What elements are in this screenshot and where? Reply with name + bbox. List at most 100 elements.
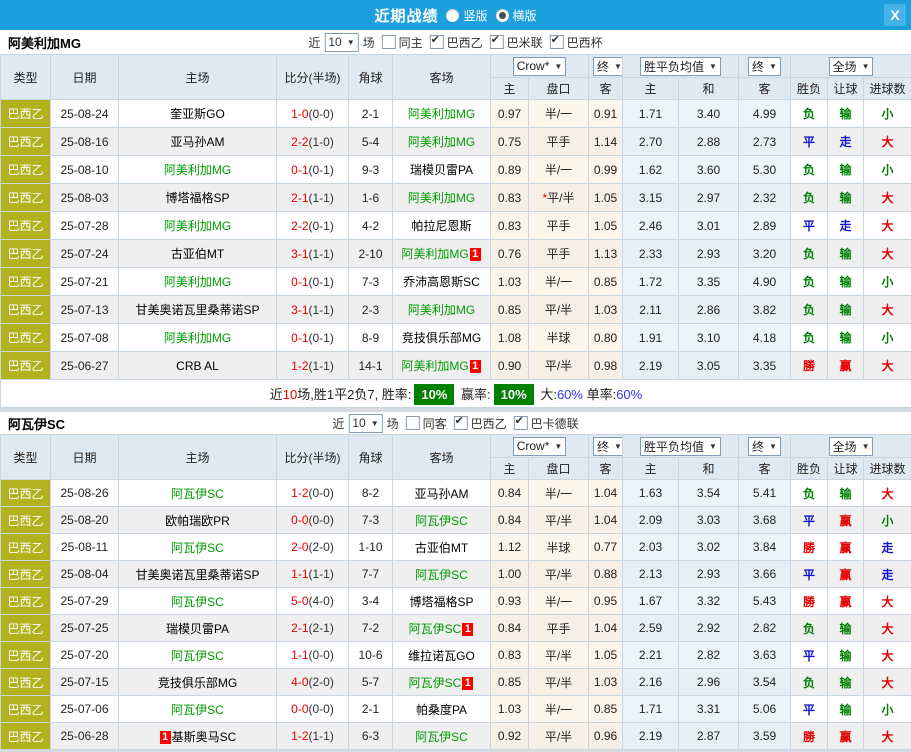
odds-company-select[interactable]: Crow* ▼	[512, 56, 567, 76]
table-row: 巴西乙 25-08-04 甘美奥诺瓦里桑蒂诺SP 1-1(1-1) 7-7 阿瓦伊SC 1.…	[0, 560, 911, 588]
home-team-cell: 博塔福格SP	[118, 183, 277, 212]
league-cell: 巴西乙	[0, 267, 51, 296]
table-row: 巴西乙 25-07-21 阿美利加MG 0-1(0-1) 7-3 乔沛高恩斯SC 1.03 半…	[0, 267, 911, 296]
table-row: 巴西乙 25-07-24 古亚伯MT 3-1(1-1) 2-10 阿美利加MG 1 0.76 平…	[0, 239, 911, 268]
close-icon[interactable]: X	[884, 4, 906, 26]
column-header: 比分(半场)	[276, 434, 349, 480]
home-team-cell: 阿瓦伊SC	[118, 533, 277, 561]
table-row: 巴西乙 25-08-11 阿瓦伊SC 2-0(2-0) 1-10 古亚伯MT 1.12 半球 0…	[0, 533, 911, 561]
league-label: 巴西杯	[566, 35, 603, 50]
result-cell: 负	[790, 99, 828, 128]
summary-text: 60%	[616, 387, 643, 402]
corner-cell: 2-1	[348, 695, 393, 723]
date-cell: 25-07-21	[50, 267, 119, 296]
odds-away-cell: 0.85	[588, 695, 623, 723]
league-cell: 巴西乙	[0, 641, 51, 669]
away-team-cell: 瑞模贝雷PA	[392, 155, 491, 184]
table-row: 巴西乙 25-06-28 1 基斯奥马SC 1-2(1-1) 6-3 阿瓦伊SC 0.92 平/…	[0, 722, 911, 750]
odds-company-select[interactable]: Crow* ▼	[512, 436, 567, 456]
final-avg-select[interactable]: 终 ▼	[748, 56, 781, 76]
recent-count-select[interactable]: 10 ▼	[324, 32, 359, 52]
fulltime-select[interactable]: 全场 ▼	[828, 56, 874, 76]
date-cell: 25-08-04	[50, 560, 119, 588]
final-odds-select[interactable]: 终 ▼	[593, 56, 622, 76]
team-name: 阿瓦伊SC	[171, 594, 224, 609]
avg-away-cell: 3.82	[738, 295, 791, 324]
table-row: 巴西乙 25-08-03 博塔福格SP 2-1(1-1) 1-6 阿美利加MG 0.83 *平…	[0, 183, 911, 212]
team-name: 阿瓦伊SC	[171, 702, 224, 717]
red-card-badge: 1	[159, 730, 171, 744]
layout-vertical-radio[interactable]	[446, 8, 460, 22]
odds-home-cell: 1.03	[490, 267, 529, 296]
odds-away-cell: 1.14	[588, 127, 623, 156]
column-header: 主	[622, 77, 679, 100]
layout-horizontal-radio[interactable]	[495, 8, 509, 22]
column-header: 日期	[50, 54, 119, 100]
handicap-result-cell: 赢	[827, 351, 864, 380]
layout-horizontal-label[interactable]: 横版	[512, 8, 537, 23]
avg-draw-cell: 2.97	[678, 183, 739, 212]
odds-away-cell: 0.80	[588, 323, 623, 352]
avg-draw-cell: 3.32	[678, 587, 739, 615]
column-header: 客	[738, 77, 791, 100]
column-header: 类型	[0, 434, 51, 480]
team-name: 阿美利加MG	[407, 303, 476, 317]
home-team-cell: 阿美利加MG	[118, 155, 277, 184]
goals-cell: 小	[862, 99, 911, 128]
near-label: 近	[308, 35, 321, 50]
avg-away-cell: 5.30	[738, 155, 791, 184]
chevron-down-icon: ▼	[769, 441, 777, 451]
same-venue-checkbox[interactable]	[381, 35, 396, 49]
score-cell: 4-0(2-0)	[276, 668, 349, 696]
goals-cell: 大	[862, 351, 911, 380]
score-cell: 1-1(0-0)	[276, 641, 349, 669]
corner-cell: 8-2	[348, 479, 393, 507]
corner-cell: 7-7	[348, 560, 393, 588]
league-checkbox-cup[interactable]	[549, 33, 564, 49]
date-cell: 25-08-03	[50, 183, 119, 212]
column-header: 客场	[392, 54, 491, 100]
league-checkbox-serie-b[interactable]	[429, 33, 444, 49]
league-cell: 巴西乙	[0, 127, 51, 156]
league-checkbox-serie-b[interactable]	[453, 414, 468, 430]
avg-odds-select[interactable]: 胜平负均值 ▼	[640, 56, 721, 76]
odds-home-cell: 0.97	[490, 99, 529, 128]
win-rate-badge: 10%	[414, 384, 455, 405]
score-cell: 2-0(2-0)	[276, 533, 349, 561]
layout-vertical-label[interactable]: 竖版	[463, 8, 488, 23]
odds-home-cell: 0.92	[490, 722, 529, 750]
chevron-down-icon: ▼	[614, 441, 622, 451]
avg-draw-cell: 2.88	[678, 127, 739, 156]
result-cell: 勝	[790, 351, 828, 380]
final-avg-select[interactable]: 终 ▼	[748, 436, 781, 456]
goals-cell: 大	[862, 668, 911, 696]
corner-cell: 4-2	[348, 211, 393, 240]
team-name: 博塔福格SP	[409, 594, 474, 609]
summary-text: 单率:	[582, 387, 617, 402]
score-cell: 5-0(4-0)	[276, 587, 349, 615]
table-row: 巴西乙 25-08-20 欧帕瑞欧PR 0-0(0-0) 7-3 阿瓦伊SC 0.84 平/半…	[0, 506, 911, 534]
handicap-cell: 平/半	[528, 668, 589, 696]
league-checkbox-mineiro[interactable]	[489, 33, 504, 49]
date-cell: 25-06-28	[50, 722, 119, 750]
league-checkbox-catarinense[interactable]	[513, 414, 528, 430]
final-odds-select[interactable]: 终 ▼	[593, 436, 622, 456]
odds-home-cell: 0.85	[490, 295, 529, 324]
team-name: 阿美利加MG	[401, 359, 469, 373]
fulltime-select[interactable]: 全场 ▼	[828, 436, 874, 456]
same-venue-checkbox[interactable]	[405, 416, 420, 430]
handicap-cell: 半球	[528, 533, 589, 561]
near-label: 近	[332, 416, 345, 431]
away-team-cell: 阿美利加MG 1	[392, 351, 491, 380]
handicap-result-cell: 赢	[827, 560, 864, 588]
odds-home-cell: 0.83	[490, 183, 529, 212]
away-team-cell: 阿美利加MG	[392, 127, 491, 156]
avg-odds-select[interactable]: 胜平负均值 ▼	[640, 436, 721, 456]
league-cell: 巴西乙	[0, 351, 51, 380]
recent-count-select[interactable]: 10 ▼	[348, 413, 383, 433]
team-name: 欧帕瑞欧PR	[165, 513, 230, 528]
away-team-cell: 竞技俱乐部MG	[392, 323, 491, 352]
red-card-badge: 1	[462, 676, 474, 690]
date-cell: 25-08-26	[50, 479, 119, 507]
team-name: 阿瓦伊SC	[415, 567, 468, 582]
